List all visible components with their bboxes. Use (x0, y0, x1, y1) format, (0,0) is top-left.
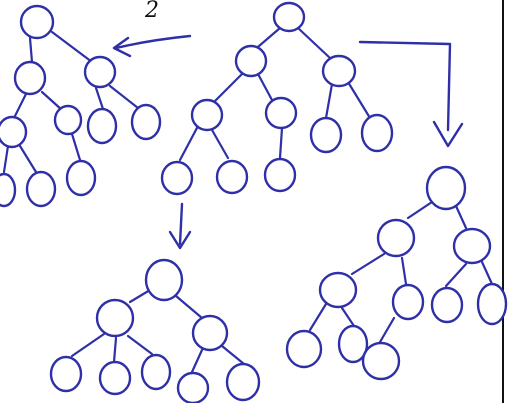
tree-edge (378, 316, 396, 344)
tree-node (234, 44, 268, 78)
tree-node (321, 54, 357, 88)
tree-node (430, 286, 464, 324)
tree-edge (18, 144, 38, 174)
tree-node (309, 116, 343, 154)
tree-edge (2, 144, 10, 174)
tree-node (285, 329, 323, 369)
tree-node (19, 4, 55, 40)
tree-node (425, 165, 467, 211)
tree-node (0, 115, 28, 149)
tree-nodes (0, 4, 162, 208)
tree-node (476, 282, 508, 326)
tree-node (140, 353, 172, 391)
tree-edge (444, 262, 468, 288)
arrow-stroke (432, 120, 464, 148)
tree-node (25, 170, 57, 208)
tree-edges (178, 26, 372, 162)
page-number: 2 (145, 0, 159, 23)
arrow-to-bottom-right (358, 40, 464, 148)
tree-edge (112, 336, 118, 364)
tree-node (318, 271, 358, 309)
tree-node (176, 371, 210, 403)
tree-edge (126, 334, 154, 356)
tree-node (130, 103, 162, 141)
tree-edge (28, 36, 34, 64)
tree-node (264, 96, 298, 130)
tree-edge (480, 260, 494, 286)
tree-edge (340, 306, 356, 328)
tree-edge (210, 128, 230, 160)
tree-edge (278, 126, 284, 160)
arrow-stroke (114, 34, 192, 50)
tree-edge (406, 200, 434, 220)
tree-edge (50, 30, 94, 64)
bottom-center-tree (49, 258, 261, 403)
tree-node (49, 355, 83, 393)
tree-node (86, 107, 118, 145)
arrow-to-bottom-center (168, 202, 192, 250)
tree-node (98, 360, 132, 396)
tree-edge (220, 344, 246, 366)
tree-node (191, 314, 229, 352)
tree-edge (212, 70, 246, 104)
tree-nodes (285, 165, 508, 381)
tree-edge (400, 256, 408, 286)
tree-edge (70, 332, 106, 358)
tree-node (160, 160, 194, 196)
tree-edge (70, 132, 82, 162)
tree-node (0, 172, 17, 208)
tree-node (13, 60, 47, 96)
arrow-stroke (358, 40, 452, 132)
tree-node (53, 104, 83, 136)
top-left-tree (0, 4, 162, 208)
tree-edge (308, 302, 328, 332)
tree-edges (2, 30, 140, 174)
tree-edges (70, 288, 246, 374)
tree-node (95, 298, 135, 338)
tree-node (65, 159, 97, 197)
tree-node (263, 157, 297, 193)
tree-node (452, 227, 492, 265)
tree-edge (108, 84, 140, 110)
tree-edge (12, 92, 28, 120)
tree-edge (128, 288, 152, 304)
tree-node (83, 55, 117, 89)
tree-node (361, 341, 401, 381)
tree-node (376, 218, 416, 258)
tree-node (225, 362, 261, 402)
top-center-tree (160, 1, 394, 196)
arrow-stroke (112, 36, 132, 58)
arrow-stroke (178, 202, 184, 246)
arrow-to-top-left (112, 34, 192, 58)
tree-node (391, 283, 425, 321)
tree-nodes (160, 1, 394, 196)
tree-node (144, 258, 184, 302)
tree-edge (178, 124, 200, 162)
tree-edge (174, 294, 204, 320)
tree-edge (454, 204, 468, 230)
tree-edge (40, 90, 64, 112)
tree-node (360, 113, 394, 153)
tree-node (337, 324, 369, 364)
tree-edge (296, 26, 332, 60)
tree-edge (350, 252, 386, 276)
tree-edge (346, 80, 372, 120)
tree-edge (324, 82, 334, 120)
arrow-stroke (168, 230, 192, 250)
tree-edge (256, 72, 274, 102)
tree-node (215, 159, 249, 195)
tree-node (272, 1, 306, 33)
tree-edges (308, 200, 494, 344)
tree-nodes (49, 258, 261, 403)
tree-node (190, 98, 224, 132)
tree-edge (190, 348, 204, 374)
bottom-right-tree (285, 165, 508, 381)
